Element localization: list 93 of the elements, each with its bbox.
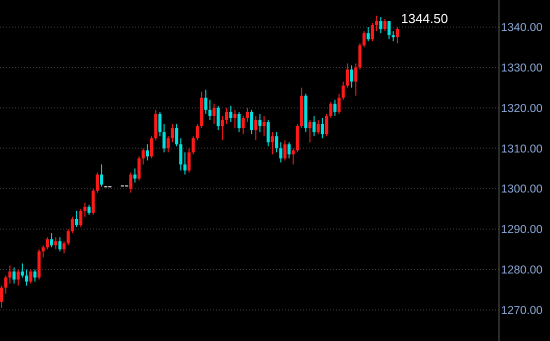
candlestick (192, 136, 195, 155)
candlestick (329, 101, 332, 118)
candlestick (208, 99, 212, 120)
candlestick (66, 228, 70, 246)
candlestick (333, 99, 336, 116)
candlestick (138, 156, 141, 182)
candlestick (388, 20, 391, 40)
candlestick (170, 124, 174, 143)
candlestick (212, 103, 216, 125)
y-tick-label: 1280.00 (501, 264, 543, 277)
candlestick (238, 111, 241, 133)
candlestick (242, 115, 245, 135)
candlestick (58, 236, 62, 252)
candlestick (46, 236, 49, 250)
candlestick (233, 109, 236, 129)
candlestick (262, 115, 266, 137)
candlestick (275, 132, 278, 153)
candlestick (338, 93, 341, 114)
candlestick (4, 275, 8, 294)
candlestick (29, 268, 32, 284)
candlestick (100, 164, 104, 188)
candlestick (292, 148, 295, 165)
candlestick (358, 42, 362, 70)
candlestick (392, 30, 395, 42)
candlestick (183, 152, 186, 176)
y-tick-label: 1310.00 (501, 143, 543, 156)
candlestick (142, 148, 145, 165)
candlestick (316, 119, 320, 135)
candlestick (320, 117, 324, 139)
candlestick (354, 62, 358, 96)
candlestick (379, 16, 382, 34)
candlestick (20, 262, 24, 278)
candlestick (33, 268, 36, 282)
candlestick (270, 132, 274, 155)
candlestick (79, 208, 82, 228)
candlestick (75, 210, 78, 228)
candlestick (70, 216, 74, 234)
candlestick (42, 244, 45, 258)
candlestick (254, 115, 258, 141)
y-tick-label: 1330.00 (501, 62, 543, 74)
candlestick (196, 124, 199, 141)
y-tick-label: 1270.00 (501, 304, 543, 317)
candlestick (246, 107, 249, 123)
candlestick (16, 268, 20, 286)
candlestick (346, 62, 349, 88)
candlestick (0, 285, 4, 308)
candlestick (283, 140, 286, 161)
y-tick-label: 1320.00 (501, 102, 543, 115)
candlestick (188, 148, 191, 174)
candlestick (342, 81, 345, 100)
candlestick (216, 105, 220, 131)
candlestick (370, 22, 374, 42)
candlestick (288, 142, 291, 159)
candlestick (279, 142, 282, 163)
candlestick (162, 124, 166, 153)
candlestick (129, 172, 132, 194)
candlestick (166, 136, 170, 153)
candlestick (175, 124, 178, 147)
candlestick (229, 105, 232, 123)
y-tick-label: 1300.00 (501, 184, 543, 196)
candlestick (146, 144, 149, 161)
candlestick (54, 236, 58, 250)
candlestick (204, 89, 208, 114)
candlestick (158, 111, 162, 137)
candlestick (362, 30, 366, 48)
candlestick (308, 119, 312, 143)
candlestick (83, 202, 86, 218)
candlestick (325, 113, 328, 137)
candlestick (25, 268, 28, 286)
annotation: 1344.50 (400, 11, 448, 26)
candlestick (312, 115, 316, 137)
candlestick (383, 18, 386, 32)
candlestick (258, 113, 262, 133)
candlestick (62, 240, 66, 254)
candlestick (396, 26, 399, 44)
candlestick (350, 64, 354, 88)
candlestick (220, 115, 224, 141)
candlestick (92, 188, 95, 216)
candlestick (250, 109, 254, 135)
candlestick (8, 264, 12, 284)
candlestick (88, 204, 91, 216)
candlestick (96, 172, 99, 194)
candlestick (150, 136, 154, 159)
candlestick (179, 138, 182, 171)
candlestick (266, 119, 270, 147)
candlestick (366, 26, 370, 42)
candlestick (12, 266, 16, 284)
candlestick (225, 107, 228, 125)
candlestick (50, 232, 54, 248)
y-tick-label: 1340.00 (501, 22, 543, 34)
y-tick-label: 1290.00 (501, 224, 543, 236)
candlestick (133, 168, 136, 184)
candlestick (375, 15, 378, 32)
